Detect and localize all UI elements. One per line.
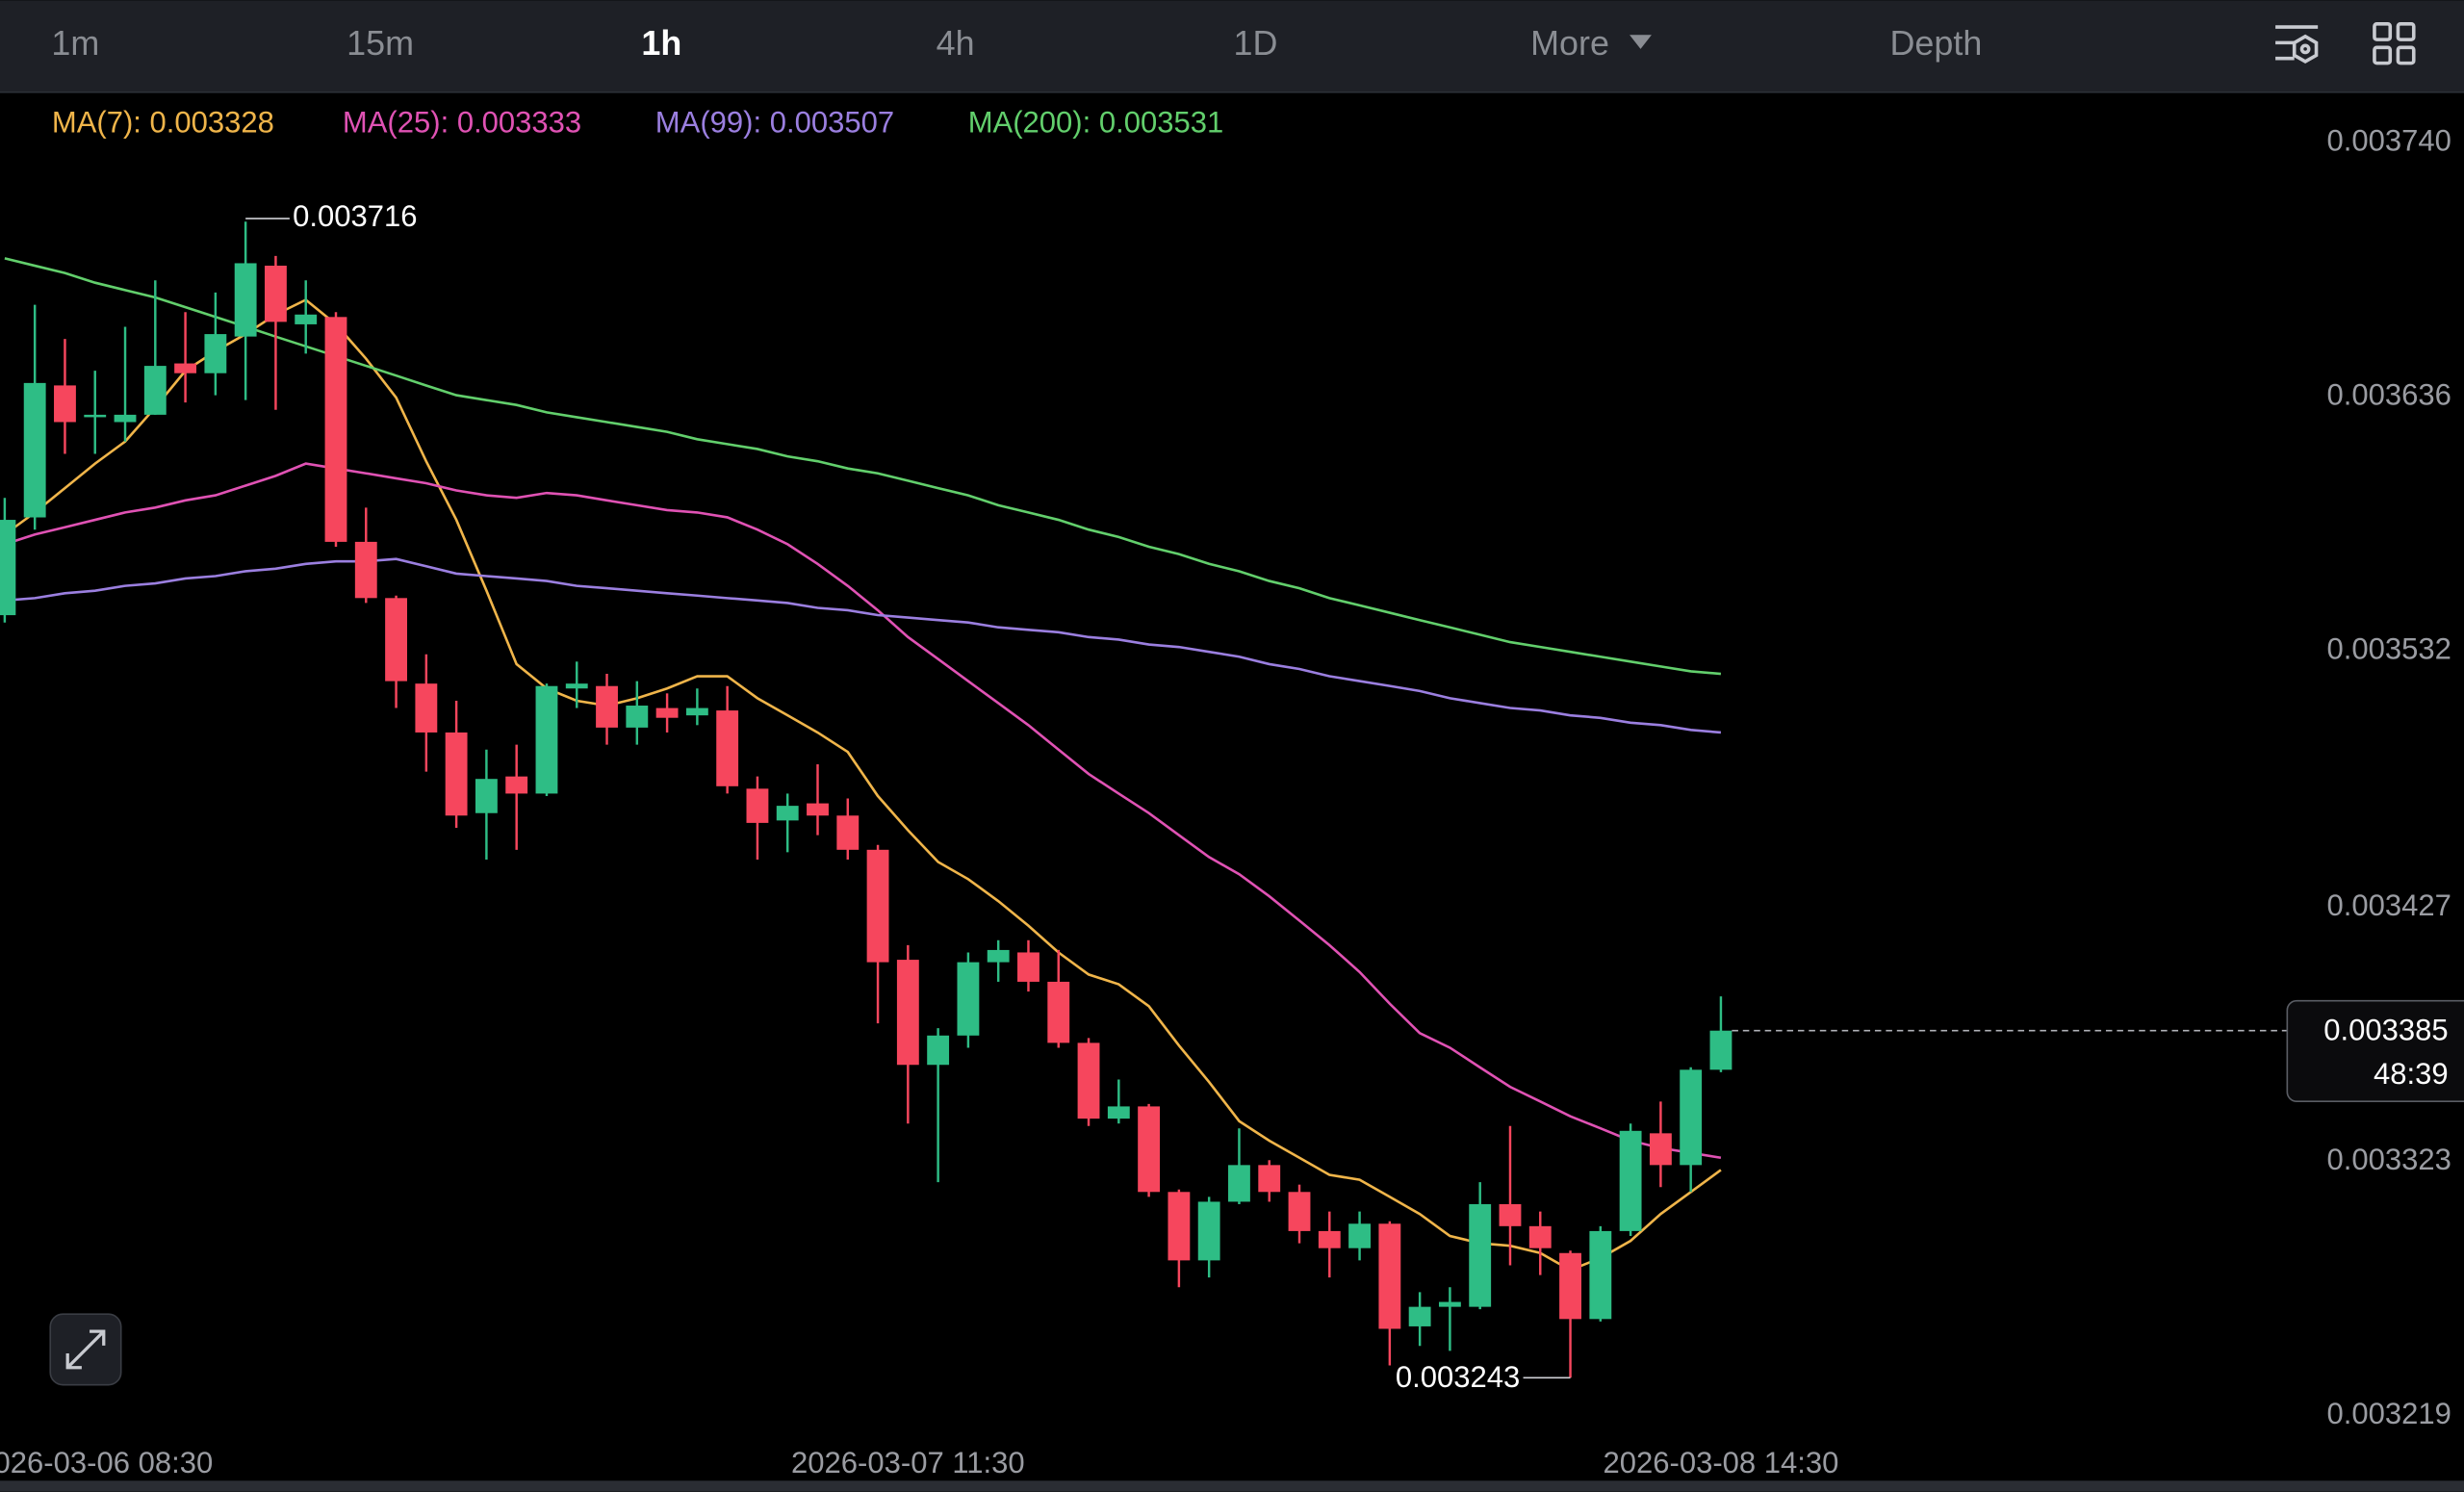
candle-body (354, 541, 377, 599)
settings-icon[interactable] (2275, 25, 2319, 64)
candle-body (1589, 1230, 1612, 1320)
interval-tab[interactable]: 1h (641, 23, 681, 63)
candle-body (685, 707, 708, 716)
candle-body (234, 263, 257, 337)
candle-body (23, 382, 46, 518)
candle-body (415, 683, 438, 733)
candle-body (1649, 1133, 1672, 1166)
candle-body (324, 317, 347, 542)
y-tick-label: 0.003636 (2327, 377, 2451, 411)
interval-tab[interactable]: Depth (1890, 23, 1983, 63)
candle-body (565, 683, 588, 689)
y-tick-label: 0.003427 (2327, 888, 2451, 922)
candle-body (1197, 1201, 1220, 1261)
candle-body (1288, 1192, 1311, 1231)
candle-body (1348, 1223, 1371, 1248)
candle-body (1680, 1069, 1703, 1166)
candle-body (385, 598, 407, 682)
candle-body (716, 710, 739, 786)
candle-body (746, 788, 769, 823)
candle-body (807, 803, 829, 816)
candle-body (1168, 1192, 1191, 1261)
interval-tab[interactable]: 15m (346, 23, 414, 63)
candle-body (1047, 981, 1070, 1043)
legend-entry: MA(7): 0.003328 (52, 105, 274, 139)
ma-line (4, 557, 1722, 734)
low-marker-label: 0.003243 (1396, 1360, 1520, 1394)
ma-line (4, 257, 1722, 676)
plot: 0.003740 0.003636 0.003532 0.003427 0.003323… (0, 105, 2464, 1479)
candle-body (1378, 1223, 1401, 1329)
legend-entry: MA(25): 0.003333 (343, 105, 581, 139)
candle-body (626, 706, 649, 728)
candle-body (1318, 1230, 1341, 1248)
interval-tab[interactable]: 1D (1234, 23, 1278, 63)
candle-body (776, 806, 799, 821)
candle-body (54, 385, 76, 423)
candle-body (957, 962, 980, 1036)
candle-body (535, 685, 558, 794)
candle-body (927, 1035, 950, 1066)
candle-body (1619, 1130, 1642, 1231)
candle-body (1408, 1306, 1431, 1326)
candle-body (475, 779, 498, 813)
candle-body (1228, 1165, 1250, 1202)
y-tick-label: 0.003532 (2327, 631, 2451, 665)
interval-tab[interactable]: 1m (51, 23, 99, 63)
candle-body (1709, 1030, 1732, 1070)
price-tag (2286, 999, 2464, 1102)
candle-body (896, 960, 919, 1066)
more-caret[interactable] (1630, 35, 1652, 49)
ma-line (4, 297, 1722, 1272)
high-marker-label: 0.003716 (293, 199, 417, 233)
candle-body (596, 685, 618, 728)
candle-body (295, 314, 318, 324)
candle-body (1469, 1203, 1492, 1307)
candle-body (114, 414, 137, 423)
candle-body (143, 366, 167, 415)
toolbar (0, 0, 2464, 92)
candle-body (265, 265, 287, 322)
candle-body (1017, 952, 1040, 982)
candle-body (174, 363, 197, 373)
x-tick-label: 2026-03-08 14:30 (1604, 1446, 1839, 1479)
candle-body (987, 949, 1010, 963)
candle-body (445, 732, 468, 816)
candle-body (1107, 1106, 1130, 1119)
layout-icon[interactable] (2373, 22, 2416, 65)
candle-body (836, 815, 860, 850)
candle-body (1258, 1165, 1281, 1193)
candle-body (1528, 1225, 1552, 1248)
legend-entry: MA(200): 0.003531 (968, 105, 1224, 139)
candle-body (505, 776, 528, 794)
candle-body (866, 849, 889, 963)
interval-tab[interactable]: 4h (937, 23, 975, 63)
candle-body (1499, 1203, 1522, 1226)
candle-body (1138, 1106, 1161, 1193)
candle-body (0, 520, 16, 616)
candle-body (1438, 1301, 1461, 1307)
x-tick-label: 2026-03-06 08:30 (0, 1446, 213, 1479)
y-tick-label: 0.003740 (2327, 123, 2451, 157)
y-tick-label: 0.003323 (2327, 1143, 2451, 1176)
interval-tab[interactable]: More (1530, 23, 1609, 63)
expand-button[interactable] (49, 1313, 122, 1386)
price-tag-value: 0.003385 (2323, 1014, 2448, 1047)
candle-body (1077, 1042, 1100, 1119)
price-tag-countdown: 48:39 (2374, 1057, 2449, 1091)
ma-line (4, 462, 1722, 1160)
bottom-bar (0, 1480, 2464, 1492)
candle-body (84, 414, 107, 418)
y-tick-label: 0.003219 (2327, 1397, 2451, 1430)
legend-entry: MA(99): 0.003507 (655, 105, 894, 139)
candle-body (204, 334, 227, 373)
x-tick-label: 2026-03-07 11:30 (791, 1446, 1025, 1479)
candle-body (655, 707, 679, 718)
candle-body (1559, 1252, 1581, 1320)
